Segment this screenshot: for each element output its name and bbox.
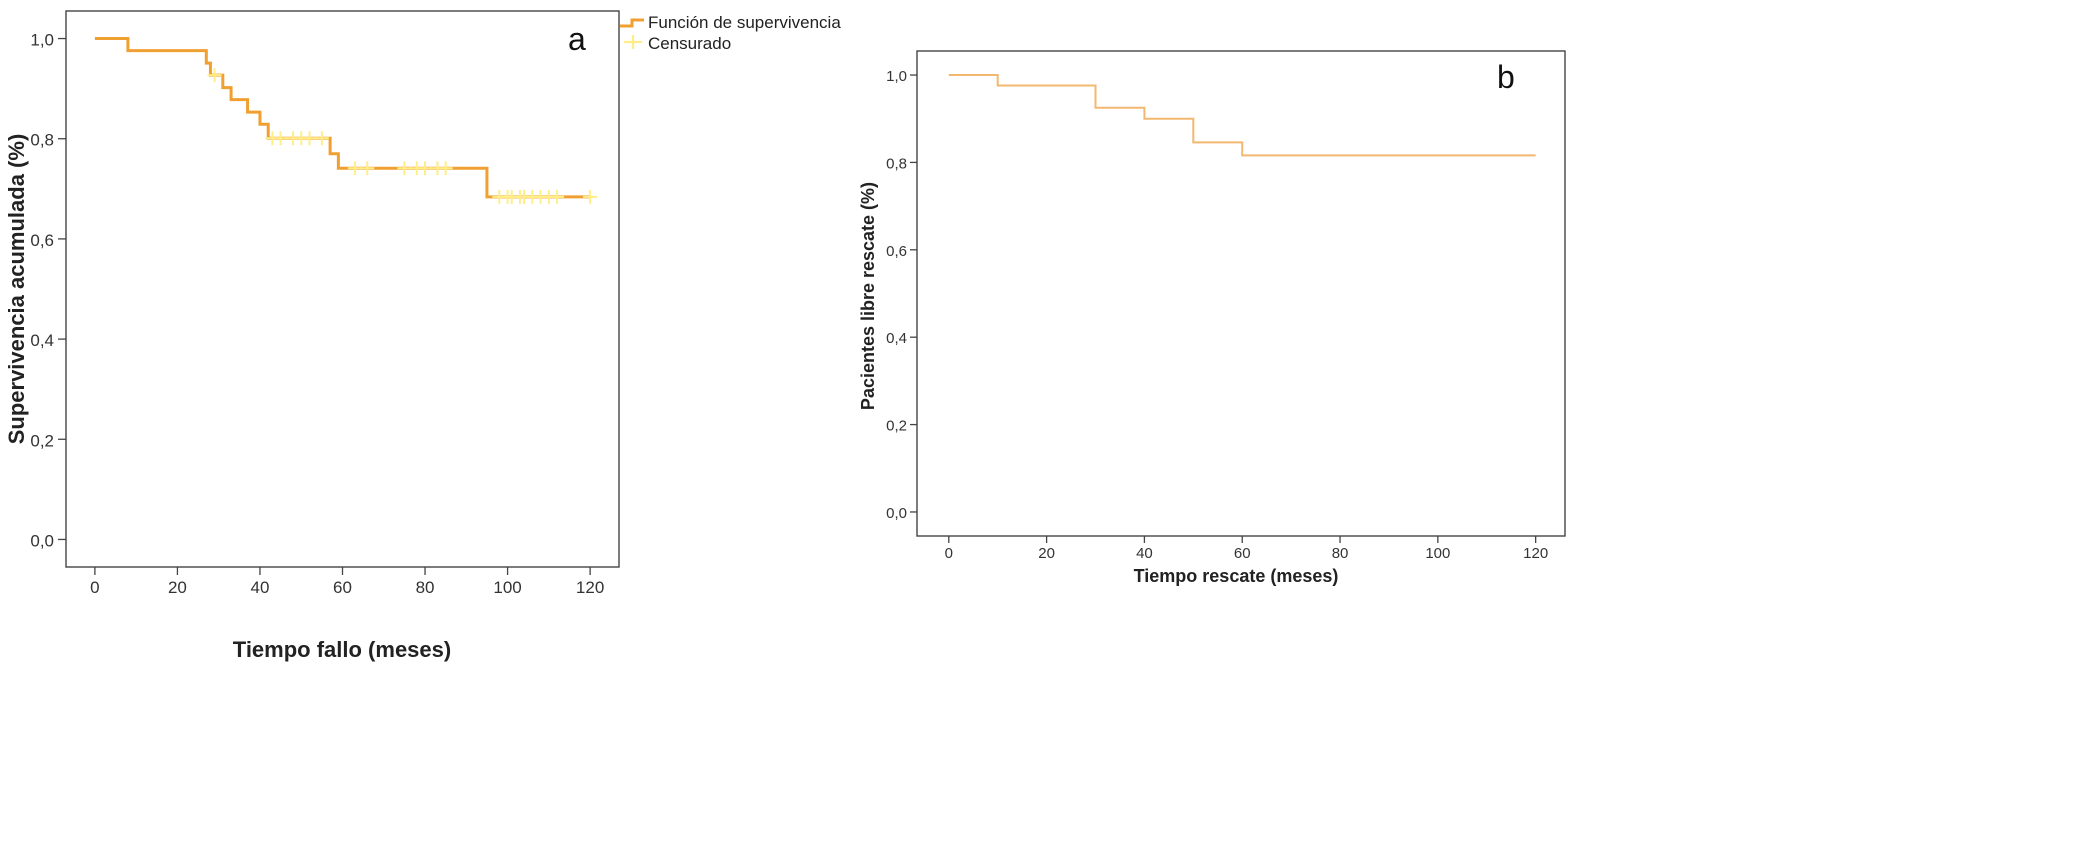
x-tick-label-a: 120 <box>576 578 604 597</box>
tick-group-a: 0 20 40 60 80 100 120 0,0 0,2 0,4 0,6 0,8 1,0 <box>30 31 604 597</box>
x-tick-label-a: 100 <box>493 578 521 597</box>
censored-marker <box>418 161 433 176</box>
x-tick-label-b: 20 <box>1038 545 1055 562</box>
series-group-a <box>94 37 598 204</box>
chart-panel-b: 0 20 40 60 80 100 120 0,0 0,2 0,4 0,6 0,8 1,0 b Tiem… <box>858 50 1566 586</box>
y-tick-label-b: 0,2 <box>886 418 907 435</box>
x-tick-label-b: 60 <box>1234 545 1251 562</box>
censored-marker <box>273 131 288 146</box>
tick-group-b: 0 20 40 60 80 100 120 0,0 0,2 0,4 0,6 0,8 1,0 <box>886 68 1548 562</box>
panel-label-a: a <box>568 21 586 57</box>
x-tick-label-b: 120 <box>1523 545 1548 562</box>
censored-marker <box>347 161 362 176</box>
y-tick-label-b: 0,0 <box>886 505 907 522</box>
x-axis-label-b: Tiempo rescate (meses) <box>1134 566 1339 586</box>
y-tick-label-b: 0,8 <box>886 155 907 172</box>
y-axis-label-a: Supervivencia acumulada (%) <box>4 134 29 445</box>
legend-a: Función de supervivencia Censurado <box>620 13 841 53</box>
legend-swatch-censored <box>624 35 642 49</box>
y-tick-label-a: 0,6 <box>30 231 54 250</box>
panel-label-b: b <box>1497 59 1515 95</box>
y-tick-label-a: 0,2 <box>30 431 54 450</box>
y-axis-label-b: Pacientes libre rescate (%) <box>858 182 878 410</box>
y-tick-label-b: 1,0 <box>886 68 907 85</box>
y-tick-label-a: 0,8 <box>30 131 54 150</box>
censored-marker <box>397 161 412 176</box>
y-tick-label-a: 0,4 <box>30 331 54 350</box>
x-tick-label-b: 40 <box>1136 545 1153 562</box>
legend-swatch-survival <box>620 18 644 28</box>
survival-curve-a <box>94 37 591 199</box>
x-tick-label-b: 80 <box>1332 545 1349 562</box>
y-tick-label-a: 1,0 <box>30 31 54 50</box>
legend-label-survival: Función de supervivencia <box>648 13 841 32</box>
x-tick-label-a: 40 <box>251 578 270 597</box>
censored-marker <box>302 131 317 146</box>
series-group-b <box>948 74 1536 157</box>
censored-marker <box>583 189 598 204</box>
survival-curve-b <box>948 74 1536 157</box>
censored-marker <box>314 131 329 146</box>
y-tick-label-a: 0,0 <box>30 531 54 550</box>
x-tick-label-b: 0 <box>945 545 953 562</box>
censored-marker <box>207 68 222 83</box>
chart-panel-a: 0 20 40 60 80 100 120 0,0 0,2 0,4 0,6 0,8 1,0 a Tiem… <box>4 10 620 662</box>
plot-frame-b <box>916 50 1566 537</box>
censored-marker <box>438 161 453 176</box>
x-tick-label-a: 20 <box>168 578 187 597</box>
legend-label-censored: Censurado <box>648 34 731 53</box>
y-tick-label-b: 0,6 <box>886 243 907 260</box>
x-tick-label-a: 0 <box>90 578 99 597</box>
y-tick-label-b: 0,4 <box>886 330 907 347</box>
x-tick-label-a: 60 <box>333 578 352 597</box>
plot-frame-a <box>65 10 620 568</box>
x-axis-label-a: Tiempo fallo (meses) <box>233 637 451 662</box>
censored-marker <box>360 161 375 176</box>
censored-marker <box>550 189 565 204</box>
x-tick-label-a: 80 <box>416 578 435 597</box>
x-tick-label-b: 100 <box>1425 545 1450 562</box>
